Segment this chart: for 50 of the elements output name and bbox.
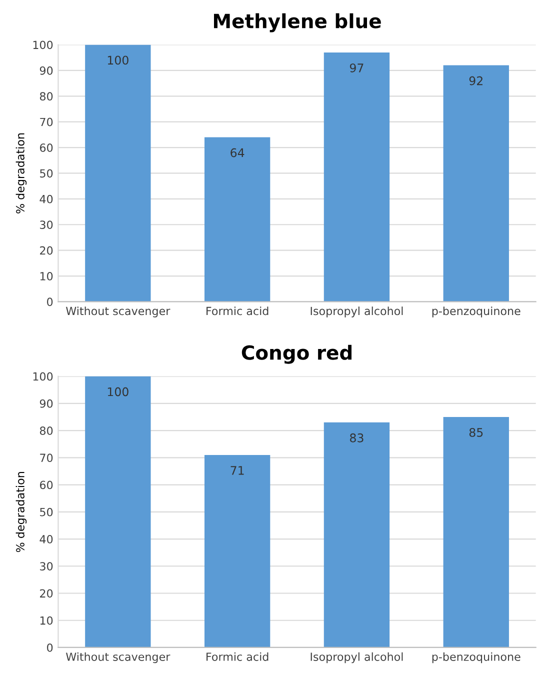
y-tick-label: 40 [40, 194, 53, 204]
bar [443, 416, 509, 648]
y-tick-label: 50 [40, 169, 53, 178]
x-tick-label: Isopropyl alcohol [310, 652, 403, 664]
bar [443, 65, 509, 302]
y-tick-label: 60 [40, 144, 53, 152]
y-tick-label: 10 [40, 272, 53, 280]
chart-title: Congo red [242, 344, 352, 364]
bar [204, 454, 270, 648]
x-tick-label: Formic acid [206, 306, 268, 316]
y-tick-label: 30 [40, 562, 53, 571]
data-label: 100 [108, 387, 128, 396]
x-tick-label: p-benzoquinone [432, 306, 520, 318]
y-tick-label: 20 [40, 246, 53, 255]
x-tick-label: Formic acid [206, 652, 268, 661]
x-tick-label: p-benzoquinone [432, 652, 520, 664]
y-tick-label: 40 [40, 534, 53, 544]
data-label: 97 [350, 63, 364, 72]
y-tick-label: 50 [40, 508, 53, 516]
bar [324, 52, 390, 302]
x-tick-label: Without scavenger [66, 306, 170, 318]
y-tick-label: 90 [40, 399, 53, 408]
y-tick-label: 30 [40, 220, 53, 229]
data-label: 85 [469, 428, 483, 437]
bar [204, 137, 270, 302]
y-tick-label: 60 [40, 480, 53, 490]
x-tick-label: Without scavenger [66, 652, 170, 664]
bar [85, 44, 151, 302]
data-label: 83 [350, 433, 364, 442]
y-tick-label: 80 [40, 426, 53, 435]
y-tick-label: 20 [40, 589, 53, 598]
y-axis-title: % degradation [16, 133, 27, 214]
y-tick-label: 80 [40, 92, 53, 101]
data-label: 71 [230, 466, 244, 475]
data-label: 64 [230, 148, 244, 158]
data-label: 92 [469, 76, 482, 86]
y-tick-label: 90 [40, 66, 53, 75]
data-label: 100 [108, 56, 128, 65]
y-tick-label: 100 [33, 40, 53, 50]
bar [324, 422, 390, 648]
y-tick-label: 100 [33, 372, 53, 381]
y-tick-label: 0 [47, 298, 53, 306]
chart-title: Methylene blue [214, 13, 381, 32]
y-axis-title: % degradation [16, 472, 27, 552]
y-tick-label: 70 [40, 454, 53, 462]
y-tick-label: 0 [47, 643, 53, 652]
bar [85, 376, 151, 648]
y-tick-label: 10 [40, 616, 53, 625]
x-tick-label: Isopropyl alcohol [310, 306, 403, 318]
y-tick-label: 70 [40, 118, 53, 126]
